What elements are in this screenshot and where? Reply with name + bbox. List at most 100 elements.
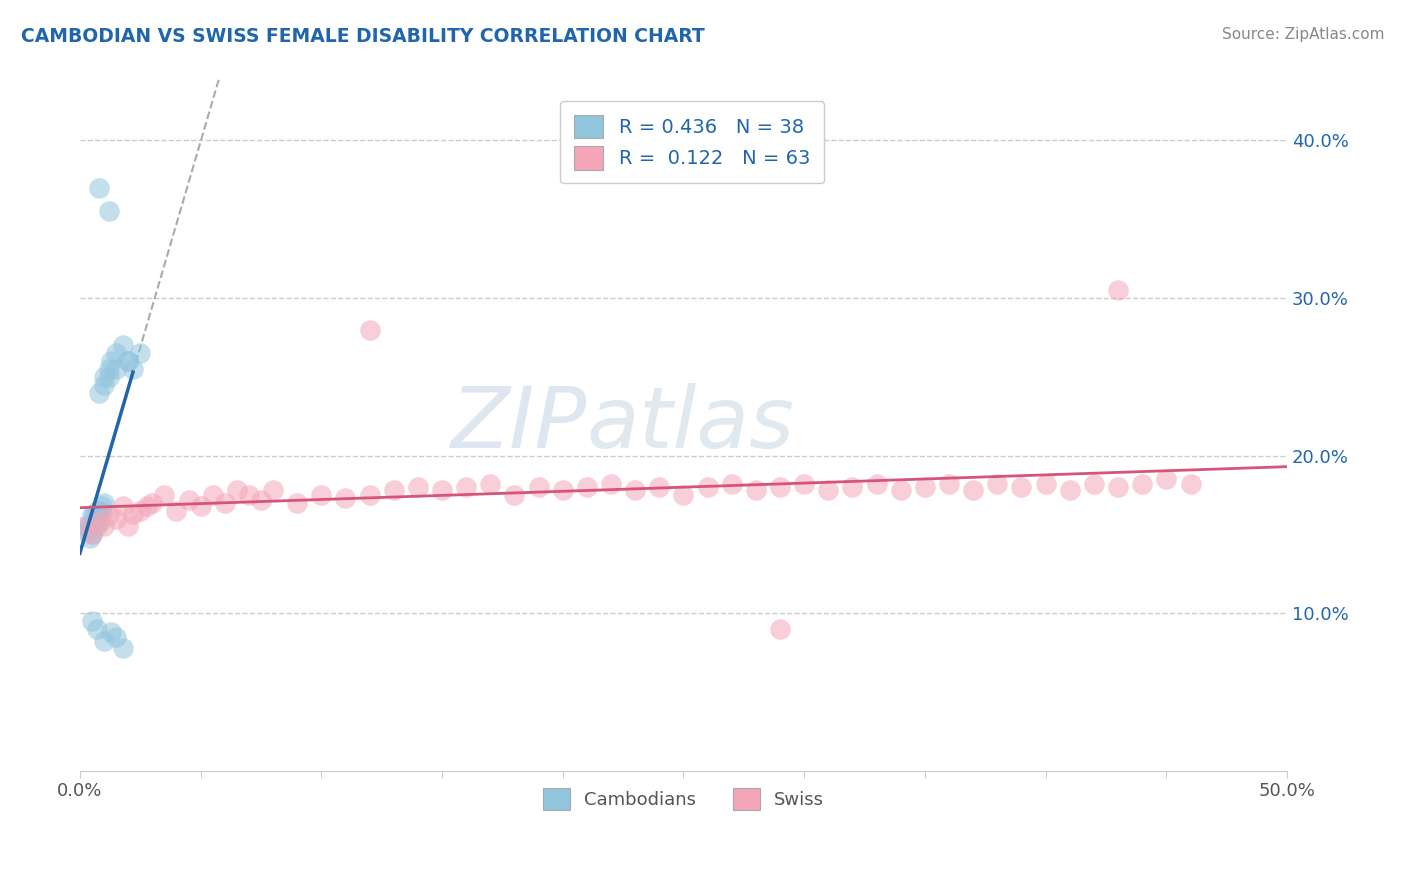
Point xyxy=(105,362,128,376)
Point xyxy=(79,531,101,545)
Point xyxy=(1059,483,1081,498)
Point xyxy=(90,499,112,513)
Point xyxy=(1107,480,1129,494)
Point xyxy=(105,346,128,360)
Point xyxy=(600,477,623,491)
Point xyxy=(648,480,671,494)
Point xyxy=(359,488,381,502)
Point xyxy=(76,524,98,539)
Point xyxy=(177,492,200,507)
Point xyxy=(890,483,912,498)
Point xyxy=(1083,477,1105,491)
Point xyxy=(136,499,159,513)
Text: atlas: atlas xyxy=(586,383,794,466)
Point xyxy=(696,480,718,494)
Point xyxy=(225,483,247,498)
Point xyxy=(672,488,695,502)
Point xyxy=(214,496,236,510)
Point xyxy=(89,385,111,400)
Point xyxy=(112,499,135,513)
Point xyxy=(1130,477,1153,491)
Point xyxy=(79,519,101,533)
Point xyxy=(93,496,115,510)
Text: CAMBODIAN VS SWISS FEMALE DISABILITY CORRELATION CHART: CAMBODIAN VS SWISS FEMALE DISABILITY COR… xyxy=(21,27,704,45)
Point xyxy=(575,480,598,494)
Point xyxy=(112,338,135,352)
Point xyxy=(359,322,381,336)
Point xyxy=(201,488,224,502)
Point xyxy=(89,515,111,529)
Point xyxy=(1011,480,1033,494)
Text: Source: ZipAtlas.com: Source: ZipAtlas.com xyxy=(1222,27,1385,42)
Point xyxy=(817,483,839,498)
Point xyxy=(76,519,98,533)
Point xyxy=(153,488,176,502)
Point xyxy=(80,527,103,541)
Point xyxy=(93,634,115,648)
Point xyxy=(117,354,139,368)
Point xyxy=(129,504,152,518)
Point xyxy=(117,519,139,533)
Point xyxy=(97,204,120,219)
Point xyxy=(456,480,478,494)
Point xyxy=(80,508,103,523)
Point xyxy=(93,519,115,533)
Point xyxy=(285,496,308,510)
Point xyxy=(262,483,284,498)
Point xyxy=(97,508,120,523)
Point xyxy=(80,527,103,541)
Point xyxy=(86,504,108,518)
Point xyxy=(1107,283,1129,297)
Legend: Cambodians, Swiss: Cambodians, Swiss xyxy=(529,773,838,824)
Point xyxy=(479,477,502,491)
Point xyxy=(250,492,273,507)
Point xyxy=(769,622,792,636)
Point xyxy=(80,614,103,628)
Point xyxy=(165,504,187,518)
Point xyxy=(382,483,405,498)
Point xyxy=(93,377,115,392)
Point xyxy=(86,515,108,529)
Point xyxy=(793,477,815,491)
Point xyxy=(105,511,128,525)
Point xyxy=(122,507,145,521)
Point xyxy=(97,362,120,376)
Point xyxy=(105,630,128,644)
Point xyxy=(93,369,115,384)
Point xyxy=(238,488,260,502)
Point xyxy=(430,483,453,498)
Point xyxy=(1180,477,1202,491)
Point xyxy=(720,477,742,491)
Point xyxy=(986,477,1008,491)
Point xyxy=(122,362,145,376)
Point xyxy=(335,491,357,505)
Point xyxy=(97,369,120,384)
Point xyxy=(86,519,108,533)
Point xyxy=(100,354,122,368)
Point xyxy=(406,480,429,494)
Point xyxy=(89,180,111,194)
Point xyxy=(86,622,108,636)
Point xyxy=(624,483,647,498)
Point xyxy=(1035,477,1057,491)
Point xyxy=(311,488,333,502)
Point xyxy=(914,480,936,494)
Text: ZIP: ZIP xyxy=(451,383,586,466)
Point xyxy=(190,499,212,513)
Point xyxy=(83,508,105,523)
Point xyxy=(769,480,792,494)
Point xyxy=(73,519,96,533)
Point xyxy=(841,480,863,494)
Point xyxy=(938,477,960,491)
Point xyxy=(503,488,526,502)
Point xyxy=(83,515,105,529)
Point xyxy=(90,504,112,518)
Point xyxy=(865,477,887,491)
Point xyxy=(745,483,768,498)
Point xyxy=(117,354,139,368)
Point xyxy=(962,483,984,498)
Point xyxy=(100,625,122,640)
Point xyxy=(141,496,163,510)
Point xyxy=(89,508,111,523)
Point xyxy=(1156,472,1178,486)
